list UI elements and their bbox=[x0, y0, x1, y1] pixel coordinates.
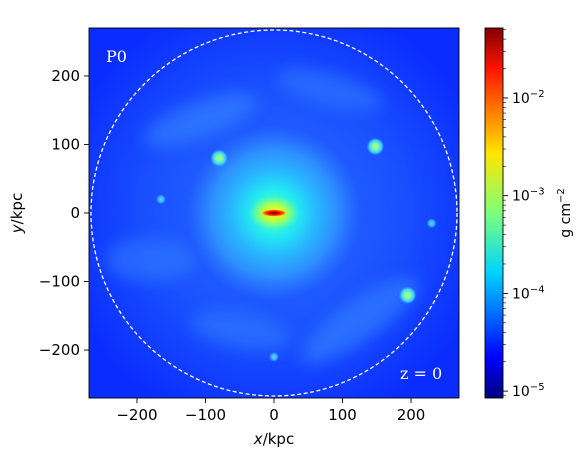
central-disk bbox=[261, 209, 287, 217]
x-tick-label: −200 bbox=[116, 406, 157, 424]
satellite-clump bbox=[155, 194, 166, 205]
y-axis-label: y/kpc bbox=[8, 193, 26, 234]
redshift-label: z = 0 bbox=[400, 364, 442, 383]
colorbar-tick-label: 10−2 bbox=[512, 89, 545, 107]
colorbar bbox=[484, 27, 504, 399]
x-tick-label: 100 bbox=[328, 406, 357, 424]
y-tick-label: 100 bbox=[51, 135, 80, 153]
x-axis: −200 −100 0 100 200 bbox=[116, 398, 425, 424]
colorbar-tick-label: 10−4 bbox=[512, 284, 545, 302]
density-map bbox=[89, 28, 459, 398]
x-tick-label: 200 bbox=[397, 406, 426, 424]
colorbar-tick-label: 10−5 bbox=[512, 382, 545, 400]
x-axis-label: x/kpc bbox=[253, 430, 294, 448]
colorbar-label: g cm−2 bbox=[556, 188, 574, 237]
satellite-clump bbox=[269, 351, 279, 362]
colorbar-tick-label: 10−3 bbox=[512, 187, 545, 205]
panel-label: P0 bbox=[106, 47, 127, 66]
virial-radius-circle bbox=[90, 29, 458, 397]
satellite-clump bbox=[366, 137, 385, 156]
satellite-clump bbox=[426, 218, 437, 229]
colorbar-axis: 10−5 10−4 10−3 10−2 bbox=[503, 29, 545, 400]
y-tick-label: −200 bbox=[39, 341, 80, 359]
y-tick-label: 200 bbox=[51, 67, 80, 85]
satellite-clump bbox=[210, 149, 229, 168]
satellite-clump bbox=[398, 286, 417, 305]
y-tick-label: 0 bbox=[70, 204, 80, 222]
y-axis: −200 −100 0 100 200 bbox=[39, 67, 89, 359]
x-tick-label: 0 bbox=[269, 406, 279, 424]
y-tick-label: −100 bbox=[39, 273, 80, 291]
x-tick-label: −100 bbox=[185, 406, 226, 424]
